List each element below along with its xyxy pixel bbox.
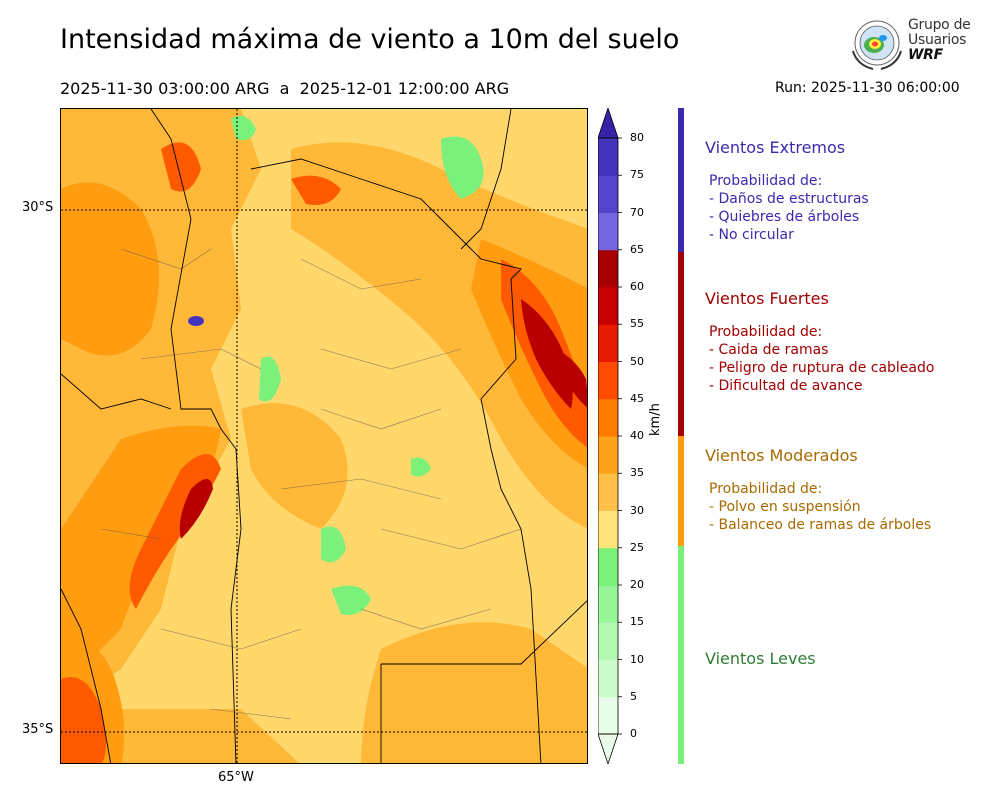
colorbar-tick-label: 45 bbox=[630, 391, 644, 405]
colorbar-tick-label: 80 bbox=[630, 131, 644, 144]
colorbar-segment bbox=[598, 212, 618, 251]
colorbar-tick-label: 35 bbox=[630, 466, 644, 480]
category-bar-extremos bbox=[678, 108, 684, 252]
colorbar-segment bbox=[598, 696, 618, 735]
department-boundaries bbox=[100, 248, 522, 720]
wrf-logo bbox=[852, 20, 902, 70]
colorbar-segment bbox=[598, 622, 618, 660]
wind-zone-extreme-spot bbox=[188, 316, 204, 326]
category-description-line: - Balanceo de ramas de árboles bbox=[709, 517, 932, 533]
category-title-fuertes: Vientos Fuertes bbox=[705, 289, 829, 308]
colorbar-tick-label: 5 bbox=[630, 689, 637, 703]
logo-line-1: Grupo de bbox=[908, 17, 971, 33]
category-description-line: Probabilidad de: bbox=[709, 173, 823, 189]
lon-label-65w: 65°W bbox=[218, 770, 254, 785]
colorbar-tick-label: 0 bbox=[630, 727, 637, 740]
category-description-line: - Daños de estructuras bbox=[709, 191, 869, 207]
category-description-line: Probabilidad de: bbox=[709, 481, 823, 497]
colorbar-segment bbox=[598, 324, 618, 362]
lat-label-35s: 35°S bbox=[22, 722, 54, 737]
colorbar-extend-high bbox=[598, 108, 619, 139]
map-title: Intensidad máxima de viento a 10m del su… bbox=[60, 24, 680, 55]
colorbar-tick-label: 15 bbox=[630, 615, 644, 629]
colorbar-tick-label: 75 bbox=[630, 168, 644, 182]
category-title-leves: Vientos Leves bbox=[705, 649, 816, 668]
colorbar-unit: km/h bbox=[648, 403, 663, 436]
category-description-line: - Quiebres de árboles bbox=[709, 209, 860, 225]
colorbar-tick-label: 60 bbox=[630, 280, 644, 293]
category-description-line: - Dificultad de avance bbox=[709, 378, 863, 394]
colorbar-segment bbox=[598, 510, 618, 549]
category-description-fuertes: Probabilidad de: - Caida de ramas - Peligr… bbox=[709, 323, 934, 395]
logo-line-3: WRF bbox=[908, 47, 943, 63]
wind-colorbar bbox=[598, 108, 622, 764]
colorbar-segment bbox=[598, 436, 618, 474]
colorbar-tick-label: 65 bbox=[630, 242, 644, 256]
logo-text: Grupo de Usuarios WRF bbox=[908, 17, 971, 63]
wind-field-svg bbox=[61, 109, 587, 763]
colorbar-segment bbox=[598, 175, 618, 213]
category-description-extremos: Probabilidad de: - Daños de estructuras - … bbox=[709, 172, 869, 244]
category-title-extremos: Vientos Extremos bbox=[705, 138, 846, 157]
wind-zone-20-25 bbox=[231, 115, 484, 615]
colorbar-tick-label: 30 bbox=[630, 503, 644, 517]
category-description-line: - Peligro de ruptura de cableado bbox=[709, 360, 935, 376]
colorbar-tick-label: 40 bbox=[630, 429, 644, 442]
colorbar-tick-label: 70 bbox=[630, 205, 644, 219]
colorbar-segment bbox=[598, 659, 618, 698]
colorbar-tick-label: 25 bbox=[630, 540, 644, 554]
logo-line-2: Usuarios bbox=[908, 32, 967, 48]
colorbar-segment bbox=[598, 249, 618, 288]
category-description-moderados: Probabilidad de: - Polvo en suspensión - B… bbox=[709, 480, 931, 534]
colorbar-tick-label: 10 bbox=[630, 652, 644, 666]
category-description-line: - Polvo en suspensión bbox=[709, 499, 861, 515]
wind-zone-55-65 bbox=[179, 299, 587, 539]
colorbar-segment bbox=[598, 138, 618, 176]
category-bar-leves bbox=[678, 546, 684, 764]
category-description-line: - No circular bbox=[709, 227, 794, 243]
wind-map[interactable] bbox=[60, 108, 588, 764]
colorbar-segment bbox=[598, 398, 618, 437]
category-bar-moderados bbox=[678, 436, 684, 546]
colorbar-tick-label: 20 bbox=[630, 578, 644, 591]
category-description-line: - Caida de ramas bbox=[709, 342, 829, 358]
model-run-time: Run: 2025-11-30 06:00:00 bbox=[775, 80, 960, 96]
colorbar-extend-low bbox=[598, 733, 619, 764]
category-bar-fuertes bbox=[678, 252, 684, 436]
category-title-moderados: Vientos Moderados bbox=[705, 446, 858, 465]
colorbar-segment bbox=[598, 361, 618, 400]
colorbar-segment bbox=[598, 547, 618, 586]
colorbar-segment bbox=[598, 473, 618, 511]
colorbar-tick-label: 50 bbox=[630, 354, 644, 368]
category-description-line: Probabilidad de: bbox=[709, 324, 823, 340]
colorbar-segment bbox=[598, 585, 618, 623]
forecast-period: 2025-11-30 03:00:00 ARG a 2025-12-01 12:… bbox=[60, 79, 510, 98]
colorbar-segment bbox=[598, 287, 618, 325]
lat-label-30s: 30°S bbox=[22, 200, 54, 215]
colorbar-tick-label: 55 bbox=[630, 317, 644, 331]
map-gridlines bbox=[61, 109, 587, 763]
province-borders bbox=[61, 109, 587, 763]
